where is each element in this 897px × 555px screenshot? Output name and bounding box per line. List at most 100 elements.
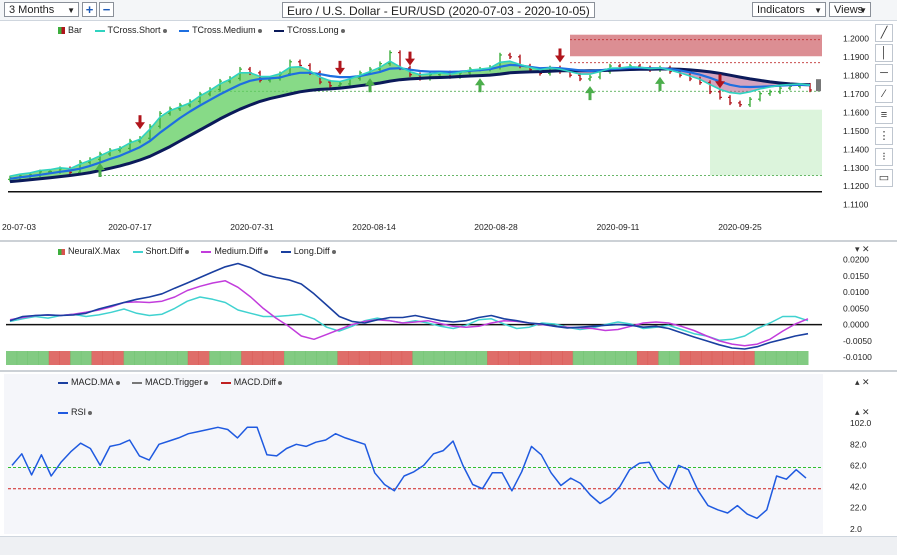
neuralx-block (711, 351, 723, 365)
neuralx-block (305, 351, 317, 365)
chevron-down-icon: ▼ (67, 6, 75, 15)
price-x-tick: 2020-09-11 (597, 222, 640, 232)
legend-macd-trigger: MACD.Trigger (145, 377, 203, 387)
diff-y-tick: -0.0050 (843, 336, 872, 346)
neuralx-block (519, 351, 531, 365)
legend-tcross-short: TCross.Short (107, 25, 161, 35)
neuralx-block (733, 351, 745, 365)
chart-title: Euro / U.S. Dollar - EUR/USD (2020-07-03… (282, 2, 595, 18)
line-tool-icon[interactable]: ╱ (875, 24, 893, 42)
neuralx-block (583, 351, 595, 365)
neuralx-block (668, 351, 681, 365)
gann-tool-icon[interactable]: ⋮ (875, 127, 893, 145)
neuralx-block (604, 351, 617, 365)
neuralx-block (187, 351, 199, 365)
sell-arrow-stem (138, 115, 142, 124)
neuralx-block (465, 351, 478, 365)
comment-tool-icon[interactable]: ▭ (875, 169, 893, 187)
diff-y-tick: 0.0000 (843, 320, 869, 330)
neuralx-block (487, 351, 499, 365)
vertical-line-tool-icon[interactable]: │ (875, 44, 893, 62)
neuralx-block (390, 351, 403, 365)
diff-y-tick: 0.0100 (843, 287, 869, 297)
collapse-panel-icon[interactable]: ▴ ✕ (855, 377, 870, 387)
neuralx-block (59, 351, 71, 365)
tcross-cloud (730, 75, 740, 94)
price-y-tick: 1.1700 (843, 89, 869, 99)
buy-arrow-icon (475, 78, 485, 86)
diff-y-tick: 0.0150 (843, 271, 869, 281)
diff-legend: NeuralX.Max Short.Diff Medium.Diff Long.… (58, 246, 346, 256)
neuralx-block (91, 351, 103, 365)
zoom-out-button[interactable]: − (99, 2, 114, 17)
rsi-line (11, 426, 807, 520)
rsi-panel-bg (4, 374, 823, 534)
neuralx-block (743, 351, 756, 365)
horizontal-scrollbar[interactable] (0, 536, 897, 555)
sell-arrow-icon (555, 55, 565, 63)
neuralx-block (102, 351, 114, 365)
period-dropdown[interactable]: 3 Months ▼ (4, 2, 79, 17)
price-y-tick: 1.1300 (843, 163, 869, 173)
neuralx-block (701, 351, 713, 365)
neuralx-block (679, 351, 691, 365)
neuralx-block (251, 351, 264, 365)
diff-y-tick: -0.0100 (843, 352, 872, 362)
neuralx-block (241, 351, 253, 365)
horizontal-line-tool-icon[interactable]: ─ (875, 64, 893, 82)
tcross-medium-line (9, 63, 811, 180)
buy-arrow-stem (658, 82, 662, 91)
price-y-tick: 1.1600 (843, 107, 869, 117)
neuralx-block (572, 351, 584, 365)
zoom-in-button[interactable]: + (82, 2, 97, 17)
legend-rsi: RSI (71, 407, 87, 417)
indicators-dropdown[interactable]: Indicators ▼ (752, 2, 826, 17)
tcross-cloud (160, 110, 170, 152)
price-legend: Bar TCross.Short TCross.Medium TCross.Lo… (58, 25, 355, 35)
grid-tool-icon[interactable]: ⁝ (875, 148, 893, 166)
trend-channel-tool-icon[interactable]: ⁄ (875, 85, 893, 103)
neuralx-block (27, 351, 39, 365)
neuralx-block (647, 351, 659, 365)
rsi-y-tick: 102.0 (850, 418, 872, 428)
neuralx-block (145, 351, 157, 365)
tcross-cloud (230, 72, 240, 114)
neuralx-block (797, 351, 809, 365)
tcross-cloud (170, 106, 180, 147)
neuralx-block (529, 351, 542, 365)
price-x-tick: 2020-07-31 (230, 222, 274, 232)
buy-arrow-icon (365, 78, 375, 86)
diff-y-tick: 0.0050 (843, 303, 869, 313)
macd-legend: MACD.MA MACD.Trigger MACD.Diff (58, 377, 292, 387)
tcross-cloud (240, 72, 250, 110)
neuralx-block (177, 351, 189, 365)
tcross-short-line (9, 60, 811, 177)
neuralx-block (540, 351, 552, 365)
price-x-tick: 2020-07-17 (108, 222, 152, 232)
collapse-panel-icon[interactable]: ▴ ✕ (855, 407, 870, 417)
legend-macd-diff: MACD.Diff (233, 377, 277, 387)
neuralx-block (754, 351, 766, 365)
buy-arrow-stem (98, 169, 102, 177)
rsi-legend: RSI (58, 407, 102, 417)
fibonacci-tool-icon[interactable]: ≡ (875, 106, 893, 124)
neuralx-block (433, 351, 445, 365)
tcross-cloud (740, 77, 750, 94)
sell-arrow-icon (135, 122, 145, 130)
legend-long-diff: Long.Diff (293, 246, 330, 256)
price-y-tick: 1.1500 (843, 126, 869, 136)
diff-y-tick: 0.0200 (843, 255, 869, 265)
neuralx-block (112, 351, 125, 365)
buy-arrow-icon (95, 163, 105, 170)
legend-tcross-long: TCross.Long (287, 25, 339, 35)
price-y-tick: 1.1400 (843, 144, 869, 154)
views-dropdown[interactable]: Views ▼ (829, 2, 871, 17)
chevron-down-icon: ▼ (814, 6, 822, 15)
rsi-y-tick: 2.0 (850, 524, 862, 534)
neuralx-block (273, 351, 285, 365)
collapse-panel-icon[interactable]: ▾ ✕ (855, 244, 870, 254)
price-y-tick: 1.1200 (843, 181, 869, 191)
tcross-cloud (130, 139, 140, 164)
neuralx-block (284, 351, 296, 365)
